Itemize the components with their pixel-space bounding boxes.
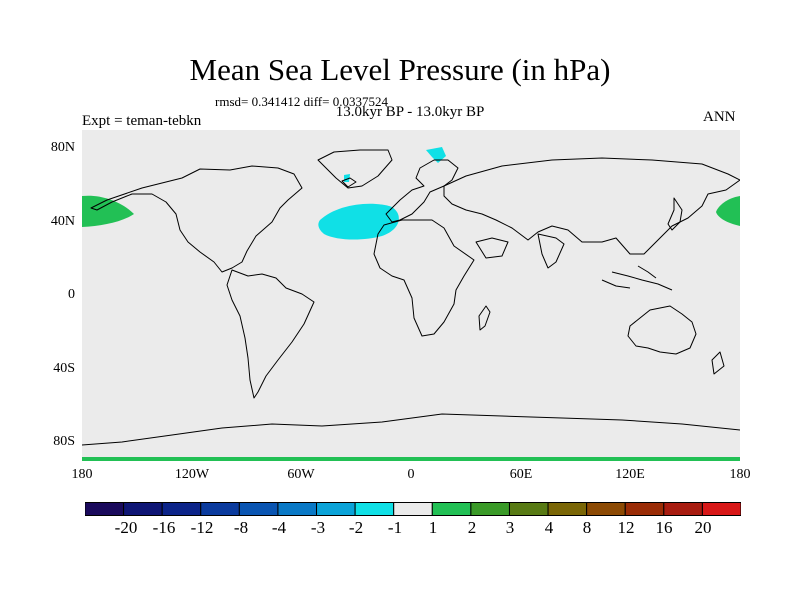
australia-coast — [627, 305, 697, 355]
colorbar-label: -4 — [271, 518, 287, 537]
colorbar-box — [200, 502, 240, 516]
north-america-coast — [90, 165, 303, 273]
colorbar-box — [393, 502, 433, 516]
colorbar-label: 20 — [694, 518, 712, 537]
colorbar-label: 2 — [467, 518, 477, 537]
lat-label-40n: 40N — [50, 214, 75, 229]
colorbar-box — [161, 502, 202, 516]
world-map — [82, 130, 740, 461]
lon-label-120w: 120W — [174, 467, 210, 482]
colorbar — [85, 502, 741, 516]
madagascar-coast — [478, 305, 491, 331]
colorbar-label: 8 — [582, 518, 592, 537]
colorbar-label: 1 — [428, 518, 438, 537]
antarctica-coast — [82, 413, 740, 446]
colorbar-label: -12 — [190, 518, 214, 537]
japan-coast — [667, 197, 683, 231]
colorbar-box — [470, 502, 510, 516]
colorbar-label: 4 — [544, 518, 554, 537]
colorbar-label: -16 — [152, 518, 176, 537]
negative-anomaly-atlantic — [318, 203, 399, 240]
period-label: 13.0kyr BP - 13.0kyr BP — [335, 104, 485, 120]
indonesia-islands — [601, 265, 673, 291]
colorbar-label: -8 — [233, 518, 249, 537]
iceland-coast — [341, 177, 357, 188]
colorbar-box — [123, 502, 163, 516]
india-coast — [537, 233, 565, 269]
lon-label-180w: 180 — [71, 467, 93, 482]
colorbar-box — [277, 502, 318, 516]
arabia-coast — [475, 237, 509, 259]
lat-label-80n: 80N — [50, 140, 75, 155]
colorbar-box — [624, 502, 665, 516]
colorbar-box — [316, 502, 356, 516]
colorbar-box — [701, 502, 741, 516]
negative-anomaly-barents — [426, 147, 446, 163]
lon-label-60w: 60W — [287, 467, 315, 482]
colorbar-label: 12 — [617, 518, 635, 537]
lat-label-80s: 80S — [53, 434, 75, 449]
lon-label-60e: 60E — [509, 467, 533, 482]
positive-anomaly-south-edge — [82, 457, 740, 461]
colorbar-box — [354, 502, 395, 516]
colorbar-label: 16 — [655, 518, 673, 537]
asia-coast — [443, 157, 740, 255]
positive-anomaly-pacific-west — [82, 195, 134, 227]
colorbar-box — [508, 502, 549, 516]
colorbar-box — [663, 502, 703, 516]
colorbar-box — [238, 502, 279, 516]
experiment-label: Expt = teman-tebkn — [82, 113, 202, 129]
greenland-coast — [317, 149, 393, 189]
colorbar-box — [586, 502, 626, 516]
colorbar-label: 3 — [505, 518, 515, 537]
lat-label-40s: 40S — [53, 361, 75, 376]
new-zealand-coast — [711, 351, 725, 375]
colorbar-box — [547, 502, 588, 516]
map-title: Mean Sea Level Pressure (in hPa) — [189, 52, 611, 87]
lon-label-120e: 120E — [615, 467, 645, 482]
lon-label-0: 0 — [407, 467, 415, 482]
south-america-coast — [226, 269, 315, 399]
africa-coast — [373, 219, 475, 337]
colorbar-label: -3 — [310, 518, 326, 537]
colorbar-box — [431, 502, 472, 516]
colorbar-box — [85, 502, 125, 516]
colorbar-label: -2 — [348, 518, 364, 537]
season-label: ANN — [703, 109, 736, 125]
lon-label-180e: 180 — [729, 467, 751, 482]
positive-anomaly-pacific-east — [716, 196, 740, 226]
colorbar-label: -1 — [387, 518, 403, 537]
rmsd-diff-stats: rmsd= 0.341412 diff= 0.0337524 — [215, 94, 388, 109]
europe-coast — [385, 159, 459, 223]
lat-label-0: 0 — [68, 287, 75, 302]
colorbar-label: -20 — [114, 518, 138, 537]
